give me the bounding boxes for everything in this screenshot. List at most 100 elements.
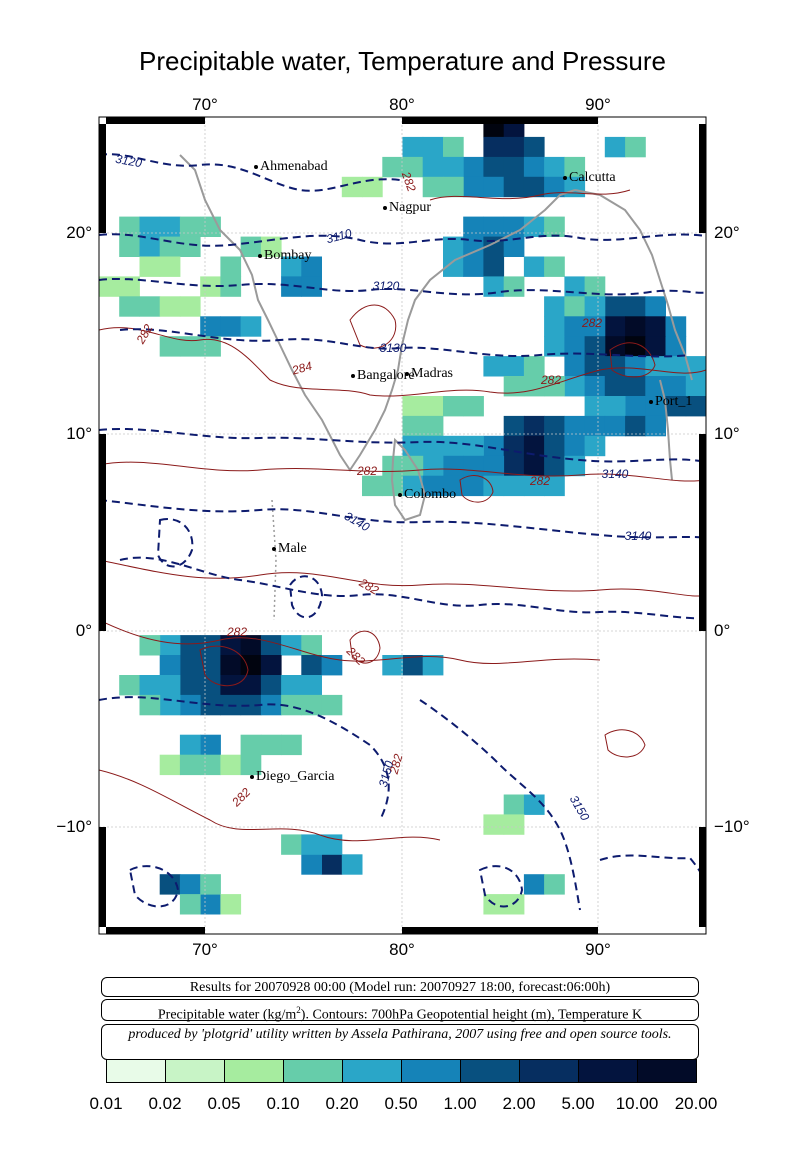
pw-cell [645, 415, 666, 437]
lat-tick-left-0: 0° [75, 621, 92, 640]
pw-cell [321, 655, 343, 676]
pw-cell [220, 256, 242, 277]
pw-cell [159, 655, 181, 676]
temperature-contour-label: 282 [581, 316, 602, 330]
pw-cell [422, 396, 444, 417]
pw-cell [564, 336, 586, 357]
pw-cell [402, 136, 424, 158]
variable-text-suffix: ). Contours: 700hPa Geopotential height … [300, 1007, 643, 1023]
info-results: Results for 20070928 00:00 (Model run: 2… [101, 977, 699, 997]
pw-cell [463, 256, 484, 277]
pw-cell [544, 256, 565, 277]
city-ahmenabad: Ahmenabad [254, 159, 328, 175]
pw-cell [341, 854, 363, 875]
pw-cell [625, 415, 646, 437]
pw-cell [240, 754, 262, 776]
info-variable: Precipitable water (kg/m2). Contours: 70… [101, 999, 699, 1023]
city-port-blair: Port_1 [649, 394, 692, 410]
pw-cell [422, 435, 444, 457]
pw-cell [240, 655, 262, 676]
pw-cell [200, 635, 221, 656]
pw-cell [119, 276, 140, 297]
temperature-contour-label: 282 [343, 643, 368, 668]
pw-cell [341, 176, 363, 198]
color-legend [106, 1059, 697, 1083]
pw-cell [179, 694, 201, 716]
pw-cell [604, 136, 626, 158]
geopotential-contour-label: 3140 [625, 529, 652, 543]
temperature-contour-label: 284 [290, 359, 314, 378]
geopotential-contour-label: 3150 [567, 793, 593, 823]
pw-cell [443, 256, 464, 277]
pw-cell [503, 814, 525, 835]
temperature-contour-label: 282 [398, 169, 418, 194]
pw-cell [483, 176, 505, 198]
pw-cell [463, 435, 484, 457]
pw-cell [523, 415, 545, 437]
pw-cell [685, 376, 706, 397]
pw-cell [159, 694, 181, 716]
variable-text-prefix: Precipitable water (kg/m [157, 1007, 297, 1023]
pw-cell [483, 475, 505, 497]
pw-cell [483, 256, 505, 277]
info-credit: produced by 'plotgrid' utility written b… [101, 1024, 699, 1060]
pw-cell [119, 296, 140, 317]
geopotential-contour-label: 3110 [325, 226, 354, 246]
pw-cell [564, 415, 586, 437]
pw-cell [402, 475, 424, 497]
pw-cell [159, 216, 181, 237]
pw-cell [220, 754, 242, 776]
pw-cell [422, 156, 444, 178]
pw-cell [665, 376, 687, 397]
geopotential-contour-label: 3130 [380, 341, 407, 355]
geopotential-contour-label: 3120 [114, 152, 143, 170]
geopotential-contour-label: 3140 [602, 467, 629, 481]
pw-cell [584, 396, 606, 417]
pw-cell [483, 136, 505, 158]
pw-cell [503, 216, 525, 237]
pw-cell [503, 376, 525, 397]
temperature-contour-label: 282 [226, 625, 247, 639]
pw-cell [402, 435, 424, 457]
legend-label: 20.00 [674, 1094, 718, 1113]
legend-swatch [638, 1060, 696, 1082]
pw-cell [523, 794, 545, 815]
pw-cell [119, 675, 140, 696]
temperature-contour-label: 282 [133, 322, 156, 347]
pw-cell [483, 276, 505, 297]
pw-cell [625, 136, 646, 158]
pw-cell [544, 475, 565, 497]
coastline-bay-east [574, 189, 693, 381]
pw-cell [159, 236, 181, 257]
pw-cell [220, 635, 242, 656]
city-marker [351, 373, 355, 378]
pw-cell [523, 356, 545, 377]
pw-cell [665, 336, 687, 357]
pw-cell [281, 834, 302, 855]
pw-cell [443, 156, 464, 178]
city-male: Male [272, 541, 307, 557]
pw-cell [119, 236, 140, 257]
city-marker [254, 164, 258, 169]
pw-cell [422, 176, 444, 198]
legend-swatch [225, 1060, 284, 1082]
lon-tick-top-70: 70° [192, 95, 218, 114]
pw-cell [523, 176, 545, 198]
pw-cell [503, 475, 525, 497]
pw-cell [281, 256, 302, 277]
pw-cell [382, 156, 403, 178]
temperature-contours [99, 189, 706, 842]
pw-cell [179, 216, 201, 237]
pw-cell [179, 236, 201, 257]
pw-cell [503, 156, 525, 178]
geopotential-contour-label: 3120 [373, 279, 400, 293]
pw-cell [281, 694, 302, 716]
pw-cell [604, 356, 626, 377]
legend-label: 0.20 [325, 1094, 359, 1113]
city-label: Port_1 [655, 394, 693, 409]
city-diego-garcia: Diego_Garcia [250, 769, 335, 785]
pw-cell [179, 675, 201, 696]
legend-label: 1.00 [443, 1094, 477, 1113]
pw-cell [665, 396, 687, 417]
pw-cell [281, 635, 302, 656]
